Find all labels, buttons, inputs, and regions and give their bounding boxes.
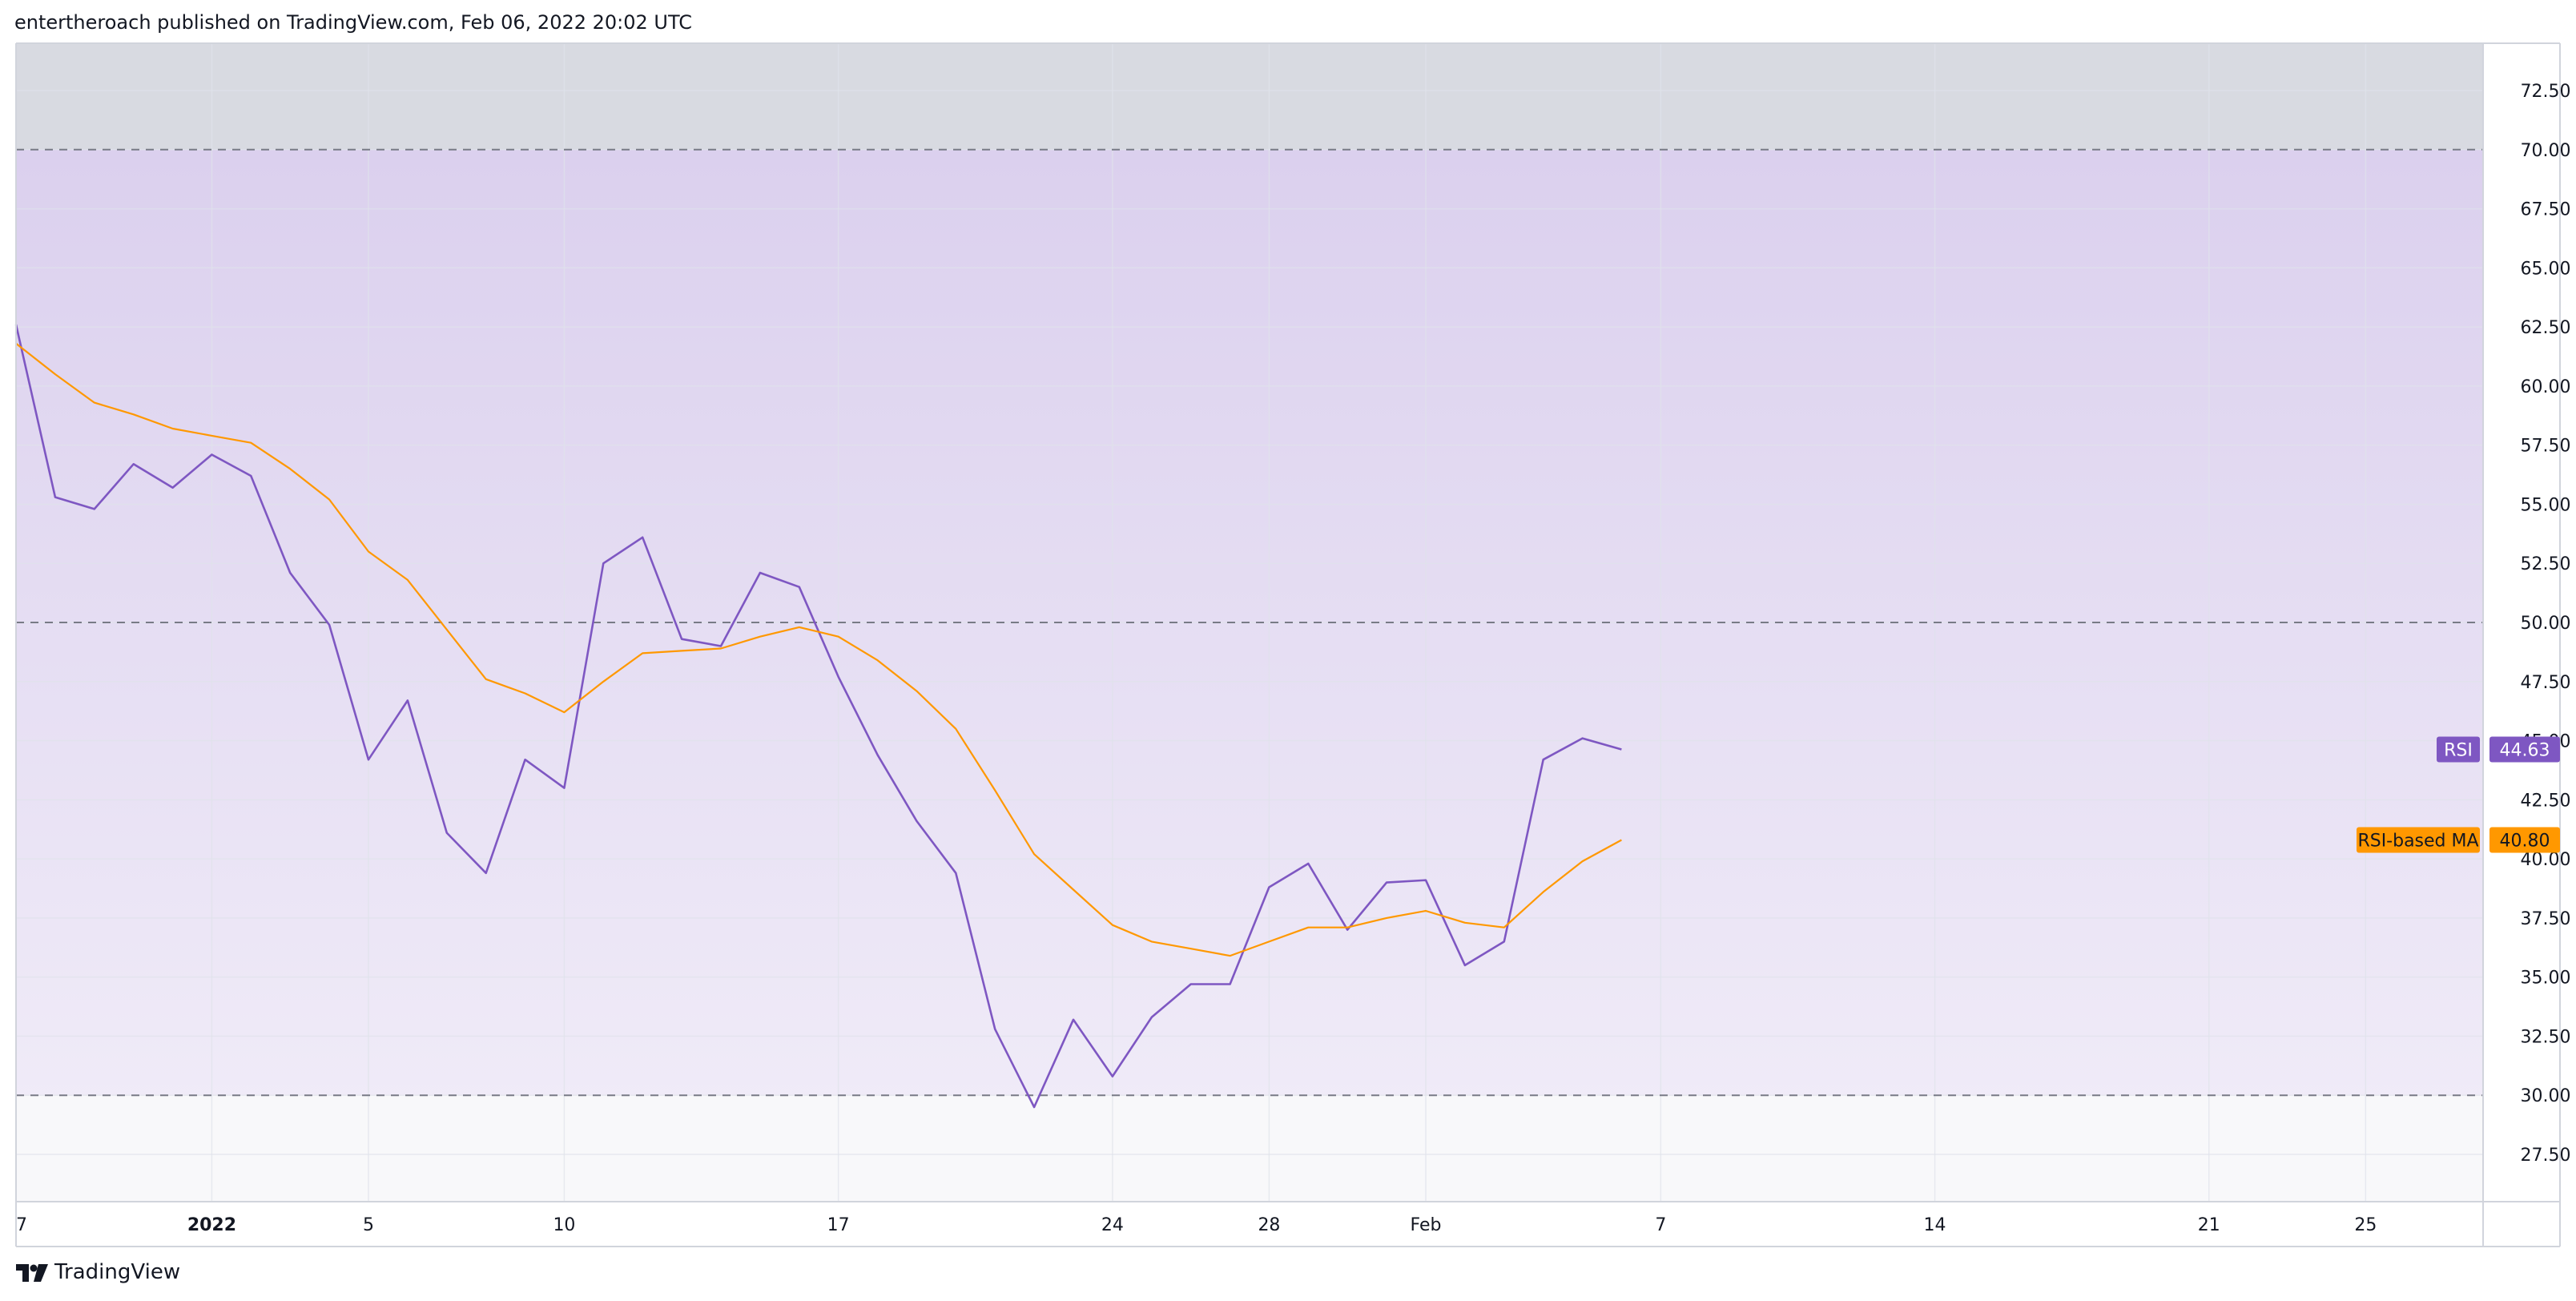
y-tick-label: 70.00 (2521, 141, 2571, 161)
x-tick-label: 21 (2198, 1215, 2220, 1235)
last-value-box (2489, 827, 2560, 853)
last-value-box (2489, 736, 2560, 763)
y-tick-label: 35.00 (2521, 969, 2571, 989)
y-tick-label: 47.50 (2521, 673, 2571, 693)
series-name-box (2357, 827, 2480, 853)
x-tick-label: 14 (1924, 1215, 1946, 1235)
last-value-text: 40.80 (2500, 831, 2550, 851)
lower-zone (16, 1095, 2483, 1202)
y-tick-label: 57.50 (2521, 437, 2571, 457)
series-name-text: RSI (2444, 740, 2473, 760)
x-tick-label: 5 (363, 1215, 374, 1235)
x-tick-label: 25 (2354, 1215, 2377, 1235)
level-lines (16, 148, 2483, 1097)
x-tick-label: 24 (1101, 1215, 1124, 1235)
x-tick-label: Feb (1411, 1215, 1442, 1235)
y-tick-label: 67.50 (2521, 200, 2571, 220)
tradingview-logo[interactable]: TradingView (14, 1256, 180, 1288)
axes (15, 42, 2561, 1247)
y-tick-label: 37.50 (2521, 909, 2571, 929)
last-value-text: 44.63 (2500, 740, 2550, 760)
y-tick-label: 72.50 (2521, 82, 2571, 102)
x-tick-label: 2022 (187, 1215, 236, 1235)
tradingview-logo-icon (16, 1264, 48, 1282)
upper-zone (16, 43, 2483, 150)
y-tick-label: 40.00 (2521, 850, 2571, 870)
y-tick-label: 60.00 (2521, 377, 2571, 397)
series-name-text: RSI-based MA (2357, 831, 2478, 851)
y-tick-label: 62.50 (2521, 318, 2571, 338)
last-value-badges: 44.63 RSI 40.80 RSI-based MA (2357, 736, 2560, 853)
y-tick-label: 55.00 (2521, 495, 2571, 515)
x-tick-label: 17 (827, 1215, 850, 1235)
y-tick-label: 65.00 (2521, 259, 2571, 279)
y-tick-label: 32.50 (2521, 1027, 2571, 1047)
x-axis-ticks: 7 2022 5 10 17 24 28 Feb 7 14 21 25 (16, 1215, 2377, 1235)
y-axis-ticks: 72.50 70.00 67.50 65.00 62.50 60.00 57.50 55.00… (2521, 82, 2571, 1166)
x-tick-label: 7 (16, 1215, 27, 1235)
publisher-header: entertheroach published on TradingView.c… (14, 11, 692, 34)
y-tick-label: 50.00 (2521, 614, 2571, 634)
tradingview-brand: TradingView (54, 1260, 181, 1284)
series-name-box (2437, 736, 2480, 763)
x-tick-label: 10 (553, 1215, 575, 1235)
y-tick-label: 27.50 (2521, 1146, 2571, 1166)
x-tick-label: 28 (1258, 1215, 1280, 1235)
series-lines (14, 324, 1622, 1109)
y-tick-label: 42.50 (2521, 791, 2571, 811)
y-tick-label: 52.50 (2521, 554, 2571, 574)
y-tick-label: 30.00 (2521, 1086, 2571, 1106)
x-tick-label: 7 (1655, 1215, 1666, 1235)
series-line-rsi-ma (15, 342, 1622, 957)
